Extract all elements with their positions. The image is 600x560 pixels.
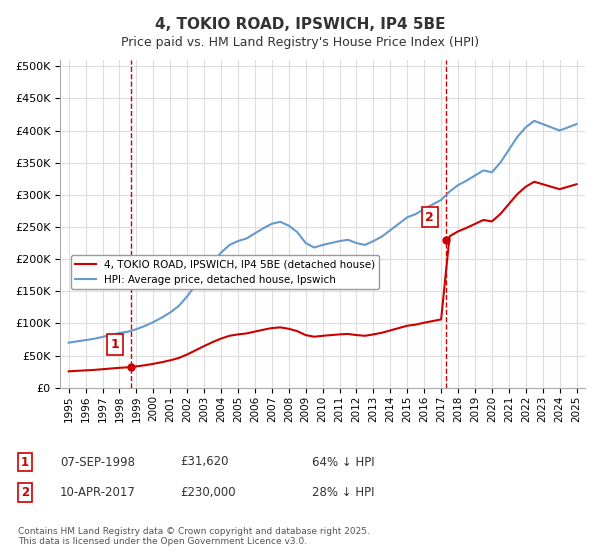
Text: £230,000: £230,000 bbox=[180, 486, 236, 500]
Text: 1: 1 bbox=[111, 338, 119, 351]
Text: 07-SEP-1998: 07-SEP-1998 bbox=[60, 455, 135, 469]
Text: Price paid vs. HM Land Registry's House Price Index (HPI): Price paid vs. HM Land Registry's House … bbox=[121, 36, 479, 49]
Text: Contains HM Land Registry data © Crown copyright and database right 2025.
This d: Contains HM Land Registry data © Crown c… bbox=[18, 526, 370, 546]
Text: 28% ↓ HPI: 28% ↓ HPI bbox=[312, 486, 374, 500]
Text: £31,620: £31,620 bbox=[180, 455, 229, 469]
Text: 1: 1 bbox=[21, 455, 29, 469]
Text: 4, TOKIO ROAD, IPSWICH, IP4 5BE: 4, TOKIO ROAD, IPSWICH, IP4 5BE bbox=[155, 17, 445, 32]
Text: 10-APR-2017: 10-APR-2017 bbox=[60, 486, 136, 500]
Text: 2: 2 bbox=[21, 486, 29, 500]
Legend: 4, TOKIO ROAD, IPSWICH, IP4 5BE (detached house), HPI: Average price, detached h: 4, TOKIO ROAD, IPSWICH, IP4 5BE (detache… bbox=[71, 255, 379, 289]
Text: 2: 2 bbox=[425, 211, 434, 223]
Text: 64% ↓ HPI: 64% ↓ HPI bbox=[312, 455, 374, 469]
